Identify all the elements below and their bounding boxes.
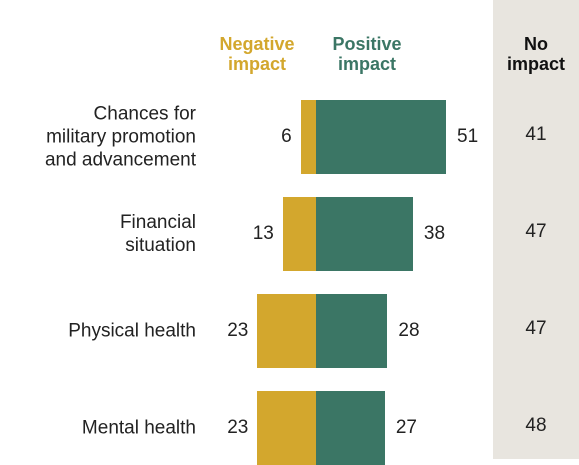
no-impact-value: 47 (525, 221, 547, 242)
bar-positive (316, 391, 385, 465)
category-label: Physical health (68, 320, 196, 342)
bar-positive (316, 197, 413, 271)
no-impact-value: 47 (525, 318, 547, 339)
legend-negative: Negative impact (219, 34, 295, 74)
value-label-negative: 23 (227, 320, 249, 341)
bar-positive (316, 100, 447, 174)
value-label-positive: 28 (398, 320, 420, 341)
bar-negative (257, 391, 316, 465)
bar-negative (282, 197, 316, 271)
value-label-negative: 23 (227, 417, 249, 438)
category-label: Chances for military promotion and advan… (44, 103, 196, 171)
value-label-positive: 27 (395, 417, 417, 438)
bar-negative (257, 294, 316, 368)
no-impact-value: 41 (525, 124, 547, 145)
value-label-positive: 51 (457, 126, 479, 147)
no-impact-header: No impact (506, 34, 566, 74)
legend-positive: Positive impact (332, 34, 402, 74)
no-impact-background (493, 0, 579, 459)
no-impact-value: 48 (525, 415, 547, 436)
value-label-positive: 38 (423, 223, 446, 244)
category-label: Mental health (81, 417, 196, 439)
value-label-negative: 6 (281, 126, 292, 147)
value-label-negative: 13 (252, 223, 274, 244)
category-label: Financial situation (119, 212, 196, 256)
bar-positive (316, 294, 388, 368)
bar-negative (300, 100, 316, 174)
